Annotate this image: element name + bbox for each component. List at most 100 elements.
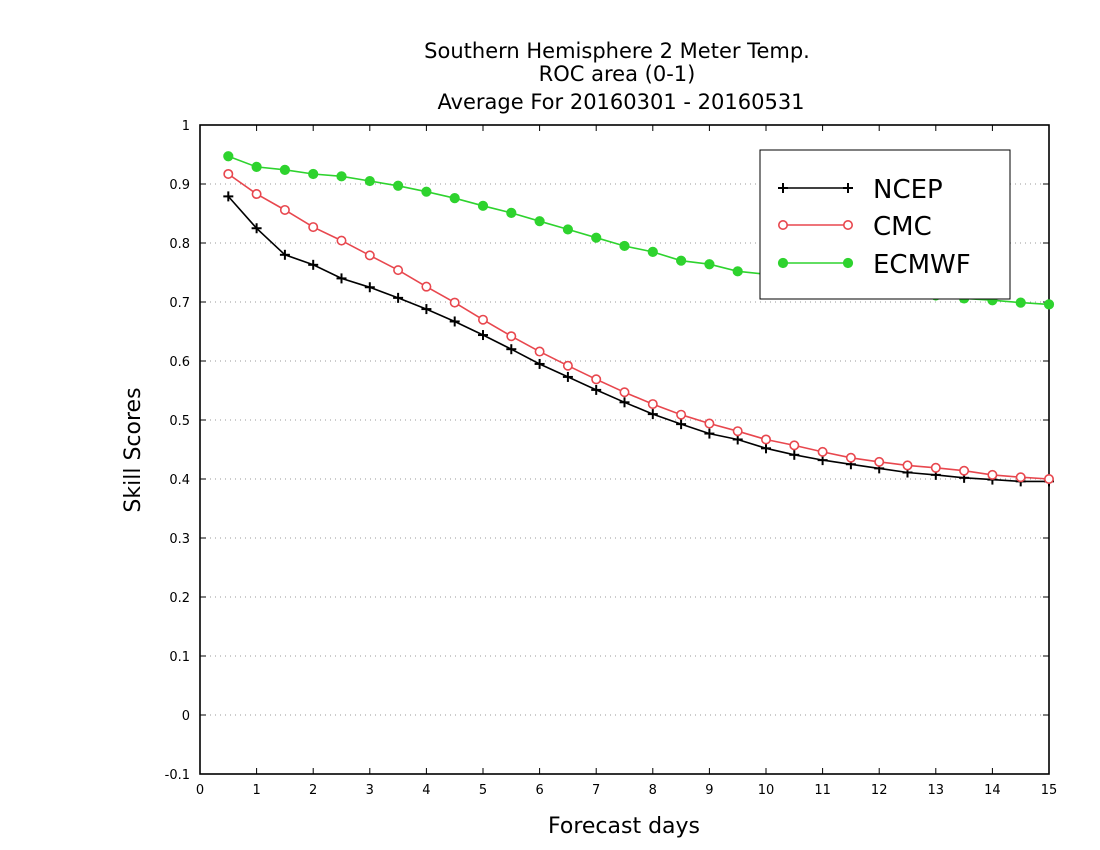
y-tick-label: 0.8 bbox=[169, 237, 190, 252]
data-point-ncep bbox=[364, 282, 375, 293]
data-point-ncep bbox=[279, 249, 290, 260]
data-point-ecmwf bbox=[1043, 299, 1055, 310]
y-tick-label: -0.1 bbox=[165, 768, 190, 783]
data-point-cmc bbox=[308, 222, 319, 233]
data-point-ncep bbox=[761, 443, 771, 454]
data-point-ecmwf bbox=[1015, 297, 1026, 308]
data-point-cmc bbox=[506, 331, 517, 342]
legend-marker-end bbox=[842, 220, 853, 231]
data-point-ncep bbox=[562, 371, 573, 382]
data-point-ecmwf bbox=[562, 224, 574, 235]
data-point-ecmwf bbox=[251, 161, 262, 172]
y-tick-label: 0.4 bbox=[169, 473, 190, 488]
data-point-ncep bbox=[478, 330, 488, 341]
title-line-1: Southern Hemisphere 2 Meter Temp. bbox=[424, 39, 810, 63]
data-point-cmc bbox=[223, 168, 234, 179]
data-point-cmc bbox=[1015, 472, 1026, 483]
data-point-cmc bbox=[987, 469, 998, 480]
data-point-ecmwf bbox=[223, 151, 234, 162]
data-point-ncep bbox=[591, 384, 602, 395]
x-tick-label: 7 bbox=[592, 783, 600, 798]
legend: NCEP CMC ECMWF bbox=[759, 149, 1011, 300]
y-axis-label: Skill Scores bbox=[121, 387, 146, 512]
x-tick-label: 13 bbox=[928, 783, 945, 798]
data-point-ncep bbox=[506, 344, 517, 355]
data-point-cmc bbox=[251, 189, 262, 200]
data-point-ecmwf bbox=[591, 232, 602, 243]
data-point-ecmwf bbox=[477, 200, 489, 211]
legend-marker-start bbox=[777, 257, 789, 269]
data-point-ecmwf bbox=[506, 207, 517, 219]
data-point-ecmwf bbox=[619, 240, 630, 252]
x-tick-label: 14 bbox=[984, 783, 1001, 798]
series-cmc bbox=[223, 168, 1055, 484]
y-tick-label: 0 bbox=[182, 709, 190, 724]
data-point-ecmwf bbox=[449, 193, 460, 204]
x-tick-label: 0 bbox=[196, 783, 204, 798]
data-point-ncep bbox=[421, 304, 432, 315]
data-point-ncep bbox=[647, 409, 658, 420]
data-point-cmc bbox=[930, 462, 941, 473]
data-point-ecmwf bbox=[676, 255, 687, 266]
y-tick-label: 0.9 bbox=[169, 178, 190, 193]
x-tick-label: 4 bbox=[422, 783, 430, 798]
data-point-ecmwf bbox=[647, 246, 658, 257]
x-axis-label: Forecast days bbox=[548, 814, 700, 839]
y-tick-label: 0.6 bbox=[169, 355, 190, 370]
x-tick-label: 2 bbox=[309, 783, 317, 798]
data-point-ecmwf bbox=[421, 186, 432, 197]
data-point-ncep bbox=[393, 292, 404, 303]
data-point-ecmwf bbox=[704, 259, 715, 270]
data-point-cmc bbox=[874, 456, 885, 467]
legend-label-ecmwf: ECMWF bbox=[873, 250, 971, 280]
data-point-cmc bbox=[760, 434, 771, 445]
axes: -0.100.10.20.30.40.50.60.70.80.910 1 2 3 4 5 6… bbox=[165, 119, 1058, 798]
data-point-ncep bbox=[534, 358, 545, 369]
data-point-ncep bbox=[251, 223, 262, 234]
data-point-cmc bbox=[959, 465, 970, 476]
x-tick-label: 5 bbox=[479, 783, 487, 798]
data-point-ncep bbox=[676, 419, 687, 430]
data-point-cmc bbox=[591, 374, 602, 385]
data-point-ecmwf bbox=[732, 266, 743, 277]
title-line-3: Average For 20160301 - 20160531 bbox=[437, 90, 804, 114]
data-point-ecmwf bbox=[279, 164, 290, 175]
chart-title: Southern Hemisphere 2 Meter Temp. ROC ar… bbox=[424, 39, 810, 114]
y-tick-label: 0.5 bbox=[169, 414, 190, 429]
data-point-cmc bbox=[393, 265, 404, 276]
data-point-ecmwf bbox=[308, 168, 319, 180]
legend-marker-end bbox=[842, 257, 854, 269]
x-tick-label: 10 bbox=[758, 783, 775, 798]
data-point-cmc bbox=[562, 360, 573, 371]
y-tick-label: 0.2 bbox=[169, 591, 190, 606]
data-point-cmc bbox=[676, 409, 687, 420]
data-point-ecmwf bbox=[364, 175, 375, 187]
data-point-ecmwf bbox=[336, 171, 347, 182]
data-point-cmc bbox=[732, 426, 743, 437]
data-point-cmc bbox=[845, 452, 856, 463]
data-point-ncep bbox=[704, 428, 715, 439]
x-tick-label: 9 bbox=[705, 783, 713, 798]
data-point-ncep bbox=[308, 259, 319, 270]
title-line-2: ROC area (0-1) bbox=[539, 62, 696, 86]
y-tick-label: 0.3 bbox=[169, 532, 190, 547]
data-point-ncep bbox=[223, 191, 234, 202]
y-tick-label: 1 bbox=[182, 119, 190, 134]
x-tick-label: 8 bbox=[649, 783, 657, 798]
x-tick-label: 1 bbox=[252, 783, 260, 798]
x-tick-label: 15 bbox=[1041, 783, 1058, 798]
data-point-ncep bbox=[336, 273, 347, 284]
y-tick-label: 0.7 bbox=[169, 296, 190, 311]
data-point-cmc bbox=[449, 297, 460, 308]
data-point-cmc bbox=[279, 204, 290, 215]
legend-marker-end bbox=[843, 183, 853, 193]
data-point-cmc bbox=[534, 346, 545, 357]
data-point-cmc bbox=[421, 281, 432, 292]
data-point-cmc bbox=[647, 399, 658, 410]
data-point-cmc bbox=[704, 418, 715, 429]
legend-label-cmc: CMC bbox=[873, 212, 932, 242]
x-tick-label: 11 bbox=[814, 783, 831, 798]
x-tick-label: 3 bbox=[366, 783, 374, 798]
data-point-ncep bbox=[449, 316, 460, 327]
